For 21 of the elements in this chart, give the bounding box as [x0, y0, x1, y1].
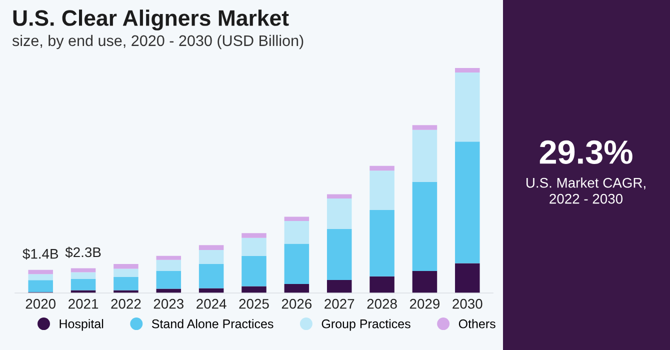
legend-label: Group Practices — [322, 319, 410, 331]
x-tick-label: 2029 — [410, 298, 440, 309]
annotation: $1.4B — [22, 248, 58, 260]
text: 29.3% — [540, 140, 632, 164]
x-tick-label: 2028 — [367, 298, 397, 309]
x-tick-label: 2024 — [196, 298, 226, 309]
x-tick-label: 2027 — [324, 298, 354, 309]
legend-label: Others — [458, 319, 496, 328]
x-tick-label: 2022 — [111, 298, 141, 309]
x-tick-label: 2030 — [452, 298, 482, 309]
chart-subtitle: size, by end use, 2020 - 2030 (USD Billion) — [12, 34, 304, 50]
annotation: $2.3B — [65, 246, 101, 258]
legend-label: Hospital — [60, 319, 104, 331]
text: U.S. Market CAGR, 2022 - 2030 — [526, 178, 646, 204]
x-tick-label: 2023 — [154, 298, 184, 309]
legend-label: Stand Alone Practices — [152, 319, 274, 328]
x-tick-label: 2026 — [282, 298, 312, 309]
x-tick-label: 2021 — [68, 298, 98, 309]
chart-title: U.S. Clear Aligners Market — [13, 10, 289, 30]
x-tick-label: 2025 — [239, 298, 269, 309]
x-tick-label: 2020 — [26, 298, 56, 309]
